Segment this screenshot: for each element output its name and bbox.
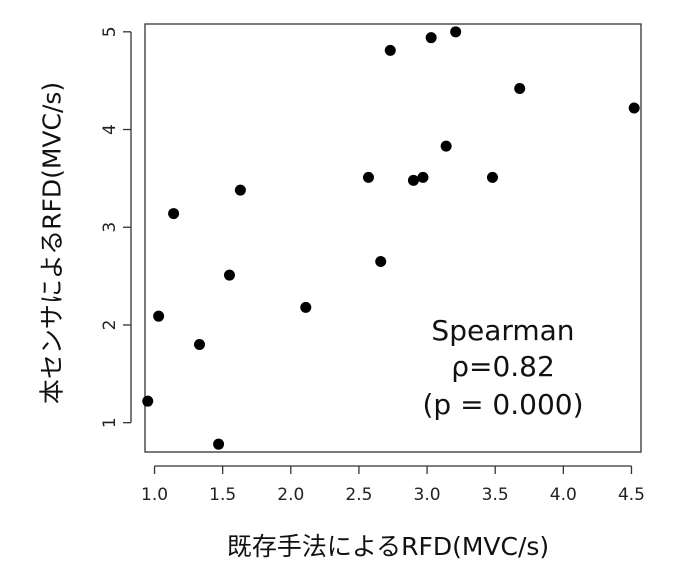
annotation-line-method: Spearman: [431, 314, 574, 347]
y-tick-label: 2: [100, 320, 120, 331]
data-point: [234, 184, 246, 196]
data-point: [425, 32, 437, 44]
y-axis: 1 2 3 4 5: [100, 26, 132, 428]
data-point: [628, 102, 640, 114]
x-tick-label: 2.5: [345, 485, 372, 505]
x-tick-label: 3.0: [414, 485, 441, 505]
data-point: [375, 255, 387, 267]
data-point: [417, 171, 429, 183]
y-axis-title: 本センサによるRFD(MVC/s): [38, 82, 67, 404]
annotation-line-pvalue: (p = 0.000): [422, 388, 583, 421]
data-point: [300, 301, 312, 313]
data-point: [486, 171, 498, 183]
x-tick-label: 2.0: [277, 485, 304, 505]
data-point: [440, 140, 452, 152]
data-point: [194, 339, 206, 351]
y-tick-label: 3: [100, 222, 120, 233]
y-tick-label: 4: [100, 124, 120, 135]
data-point: [153, 310, 165, 322]
data-points: [142, 26, 640, 450]
data-point: [168, 208, 180, 220]
annotation-line-rho: ρ=0.82: [451, 350, 555, 383]
data-point: [142, 395, 154, 407]
data-point: [450, 26, 462, 38]
x-tick-label: 1.0: [141, 485, 168, 505]
x-tick-label: 4.5: [618, 485, 645, 505]
data-point: [384, 44, 396, 56]
plot-frame: [144, 23, 642, 453]
x-axis-title: 既存手法によるRFD(MVC/s): [227, 532, 549, 561]
y-tick-label: 1: [100, 417, 120, 428]
data-point: [362, 171, 374, 183]
x-tick-label: 3.5: [482, 485, 509, 505]
x-tick-label: 1.5: [209, 485, 236, 505]
y-tick-label: 5: [100, 26, 120, 37]
data-point: [213, 438, 225, 450]
spearman-annotation: Spearman ρ=0.82 (p = 0.000): [422, 314, 583, 421]
x-tick-label: 4.0: [550, 485, 577, 505]
data-point: [407, 174, 419, 186]
data-point: [223, 269, 235, 281]
x-axis: 1.0 1.5 2.0 2.5 3.0 3.5 4.0 4.5: [141, 465, 645, 505]
data-point: [514, 82, 526, 94]
